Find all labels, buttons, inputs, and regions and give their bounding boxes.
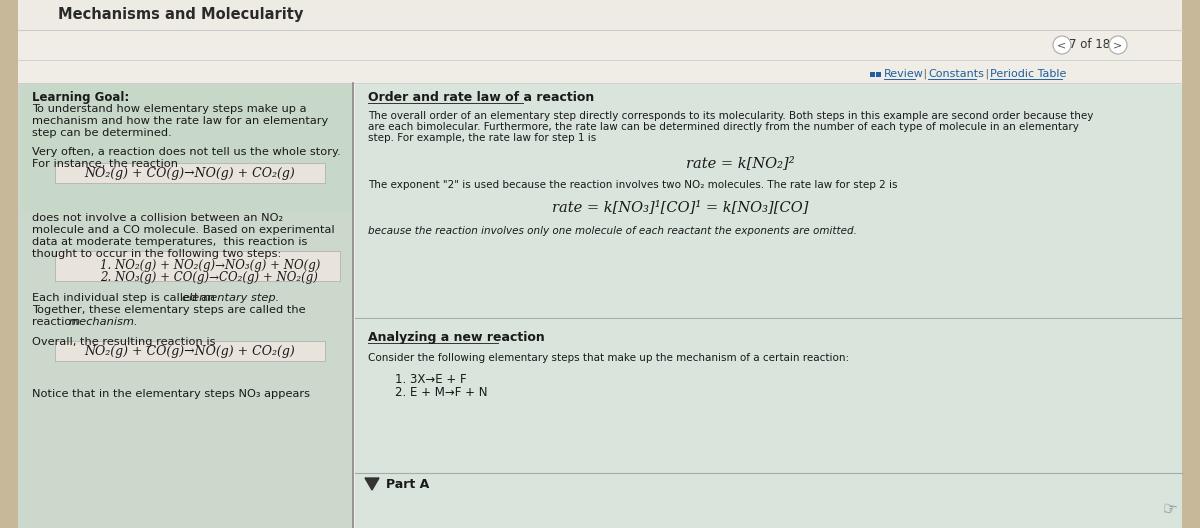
Text: >: >	[1114, 40, 1123, 50]
Text: data at moderate temperatures,  this reaction is: data at moderate temperatures, this reac…	[32, 237, 307, 247]
Text: rate = k[NO₃]¹[CO]¹ = k[NO₃][CO]: rate = k[NO₃]¹[CO]¹ = k[NO₃][CO]	[552, 200, 809, 214]
Bar	[18, 83, 353, 528]
Text: Mechanisms and Molecularity: Mechanisms and Molecularity	[58, 7, 304, 23]
Text: The overall order of an elementary step directly corresponds to its molecularity: The overall order of an elementary step …	[368, 111, 1093, 121]
Text: 2. NO₃(g) + CO(g)→CO₂(g) + NO₂(g): 2. NO₃(g) + CO(g)→CO₂(g) + NO₂(g)	[100, 271, 318, 284]
Bar	[876, 72, 881, 77]
Text: Part A: Part A	[386, 477, 430, 491]
Text: Together, these elementary steps are called the: Together, these elementary steps are cal…	[32, 305, 306, 315]
Text: Review: Review	[884, 69, 924, 79]
Text: because the reaction involves only one molecule of each reactant the exponents a: because the reaction involves only one m…	[368, 226, 857, 236]
Bar	[55, 163, 325, 183]
Text: step can be determined.: step can be determined.	[32, 128, 172, 138]
Text: 2. E + M→F + N: 2. E + M→F + N	[395, 386, 487, 399]
Text: Order and rate law of a reaction: Order and rate law of a reaction	[368, 91, 594, 104]
Text: |: |	[920, 69, 931, 79]
Text: Overall, the resulting reaction is: Overall, the resulting reaction is	[32, 337, 216, 347]
Text: molecule and a CO molecule. Based on experimental: molecule and a CO molecule. Based on exp…	[32, 225, 335, 235]
Bar	[55, 341, 325, 361]
Text: 7 of 18: 7 of 18	[1069, 39, 1110, 52]
Text: mechanism.: mechanism.	[70, 317, 139, 327]
Bar	[355, 85, 1182, 318]
Text: Notice that in the elementary steps NO₃ appears: Notice that in the elementary steps NO₃ …	[32, 389, 310, 399]
Bar	[55, 251, 340, 281]
Text: Each individual step is called an: Each individual step is called an	[32, 293, 218, 303]
Text: |: |	[982, 69, 992, 79]
Text: thought to occur in the following two steps:: thought to occur in the following two st…	[32, 249, 281, 259]
Text: step. For example, the rate law for step 1 is: step. For example, the rate law for step…	[368, 133, 596, 143]
Text: 1. 3X→E + F: 1. 3X→E + F	[395, 373, 467, 386]
Circle shape	[1054, 36, 1072, 54]
Text: elementary step.: elementary step.	[182, 293, 280, 303]
Text: NO₂(g) + CO(g)→NO(g) + CO₂(g): NO₂(g) + CO(g)→NO(g) + CO₂(g)	[85, 166, 295, 180]
Text: <: <	[1057, 40, 1067, 50]
Text: Learning Goal:: Learning Goal:	[32, 91, 130, 104]
Text: are each bimolecular. Furthermore, the rate law can be determined directly from : are each bimolecular. Furthermore, the r…	[368, 122, 1079, 132]
Bar	[18, 0, 1182, 30]
Text: Analyzing a new reaction: Analyzing a new reaction	[368, 331, 545, 344]
Text: NO₂(g) + CO(g)→NO(g) + CO₂(g): NO₂(g) + CO(g)→NO(g) + CO₂(g)	[85, 344, 295, 357]
Bar	[355, 320, 1182, 528]
Text: mechanism and how the rate law for an elementary: mechanism and how the rate law for an el…	[32, 116, 329, 126]
Text: does not involve a collision between an NO₂: does not involve a collision between an …	[32, 213, 283, 223]
Circle shape	[1109, 36, 1127, 54]
Text: Very often, a reaction does not tell us the whole story.: Very often, a reaction does not tell us …	[32, 147, 341, 157]
Text: For instance, the reaction: For instance, the reaction	[32, 159, 178, 169]
Text: 1. NO₂(g) + NO₂(g)→NO₃(g) + NO(g): 1. NO₂(g) + NO₂(g)→NO₃(g) + NO(g)	[100, 259, 320, 272]
Bar	[22, 85, 352, 213]
Polygon shape	[365, 478, 379, 490]
Bar	[355, 83, 1182, 528]
Text: Consider the following elementary steps that make up the mechanism of a certain : Consider the following elementary steps …	[368, 353, 850, 363]
Bar	[870, 72, 875, 77]
Text: ☞: ☞	[1162, 499, 1178, 520]
Text: Periodic Table: Periodic Table	[990, 69, 1067, 79]
Text: The exponent "2" is used because the reaction involves two NO₂ molecules. The ra: The exponent "2" is used because the rea…	[368, 180, 898, 190]
Text: reaction: reaction	[32, 317, 83, 327]
Text: rate = k[NO₂]²: rate = k[NO₂]²	[685, 156, 794, 170]
Text: To understand how elementary steps make up a: To understand how elementary steps make …	[32, 104, 306, 114]
Text: Constants: Constants	[928, 69, 984, 79]
Bar	[18, 30, 1182, 60]
